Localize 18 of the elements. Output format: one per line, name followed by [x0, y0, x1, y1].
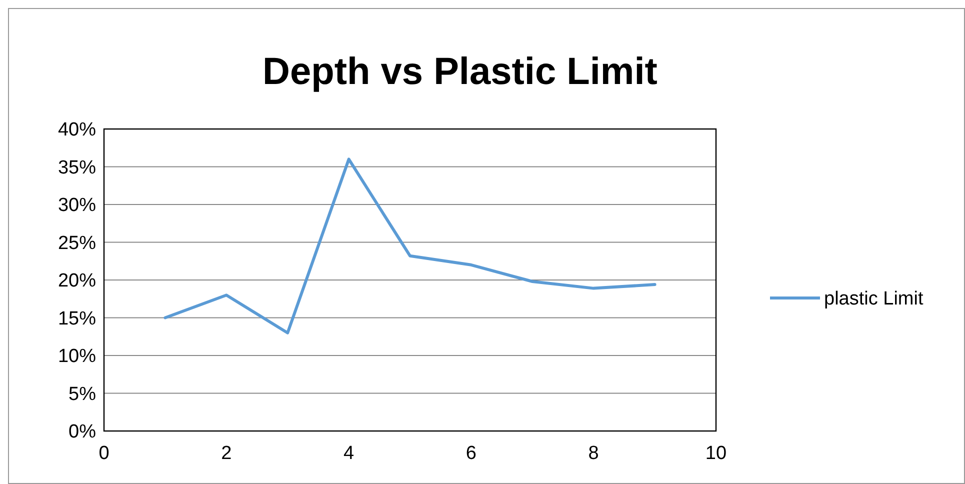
- y-tick-label: 30%: [58, 195, 96, 216]
- x-tick-label: 4: [344, 443, 355, 464]
- x-tick-label: 10: [705, 443, 727, 464]
- y-tick-label: 35%: [58, 157, 96, 178]
- y-tick-label: 20%: [58, 270, 96, 292]
- y-tick-label: 40%: [58, 120, 96, 141]
- x-tick-label: 8: [588, 443, 599, 464]
- line-series: [164, 158, 656, 334]
- x-tick-label: 6: [466, 443, 476, 464]
- chart-title: Depth vs Plastic Limit: [262, 51, 658, 93]
- y-tick-label: 15%: [58, 308, 96, 330]
- y-tick-label: 0%: [68, 422, 96, 443]
- y-tick-label: 5%: [68, 384, 96, 405]
- x-tick-label: 0: [98, 443, 110, 464]
- y-tick-label: 10%: [58, 346, 96, 368]
- x-tick-label: 2: [221, 443, 232, 464]
- legend-label: plastic Limit: [824, 288, 924, 310]
- y-tick-label: 25%: [58, 232, 96, 254]
